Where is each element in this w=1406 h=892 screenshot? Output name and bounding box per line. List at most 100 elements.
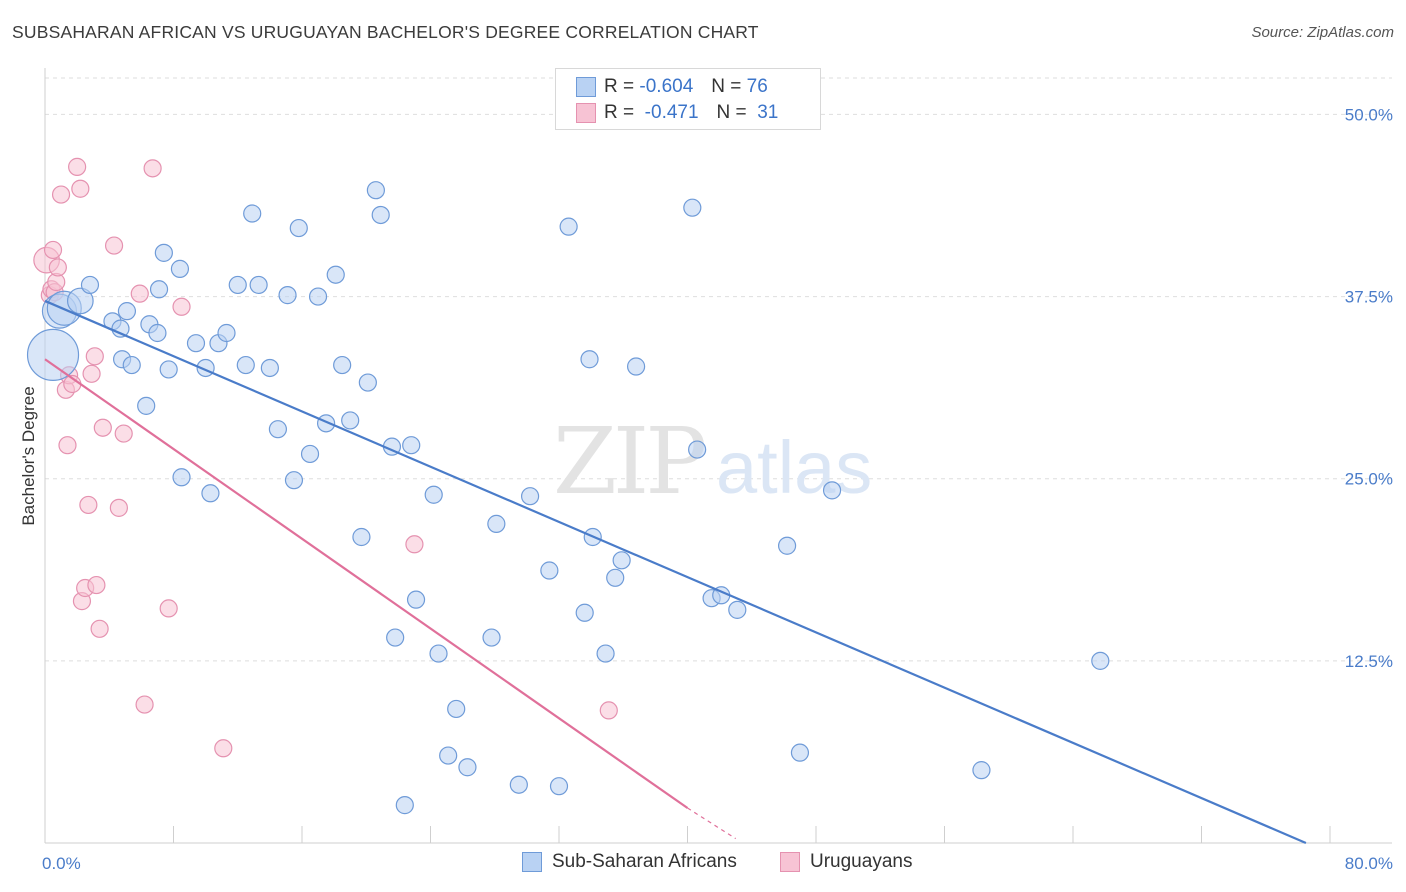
- subsaharan-point: [249, 275, 268, 295]
- subsaharan-point: [278, 286, 297, 305]
- uruguayan-point: [143, 159, 162, 178]
- subsaharan-point: [822, 481, 842, 500]
- y-tick-label: 37.5%: [1345, 288, 1393, 307]
- uruguayan-point: [159, 599, 178, 618]
- subsaharan-point: [439, 746, 458, 765]
- x-tick-label-max: 80.0%: [1345, 854, 1393, 873]
- uruguayan-point: [58, 436, 77, 455]
- subsaharan-point: [429, 644, 448, 663]
- subsaharan-point: [341, 411, 360, 430]
- uruguayan-point: [68, 157, 87, 176]
- uruguayan-point: [87, 575, 106, 595]
- trend-line-uruguayans: [44, 358, 689, 809]
- subsaharan-point: [790, 743, 810, 762]
- series-legend-uruguayans: Uruguayans: [780, 851, 912, 873]
- axes: [44, 68, 1392, 844]
- subsaharan-point: [122, 355, 141, 375]
- subsaharan-point: [289, 218, 308, 238]
- subsaharan-point: [549, 777, 569, 796]
- subsaharan-point: [228, 275, 247, 295]
- subsaharan-point: [358, 373, 377, 392]
- subsaharan-point: [333, 355, 352, 375]
- subsaharan-point: [520, 487, 540, 506]
- uruguayan-point: [114, 424, 133, 443]
- subsaharan-point: [458, 758, 477, 777]
- uruguayan-point: [214, 739, 233, 758]
- subsaharan-point: [447, 699, 466, 719]
- uruguayan-point: [109, 498, 128, 517]
- uruguayan-point: [599, 701, 618, 720]
- subsaharan-point: [683, 198, 702, 217]
- subsaharan-point: [540, 561, 559, 580]
- legend-r-value: -0.604: [639, 76, 694, 97]
- uruguayan-point: [405, 535, 424, 554]
- subsaharan-point: [148, 323, 167, 343]
- legend-r-value: -0.471: [644, 102, 699, 123]
- uruguayan-point: [130, 284, 149, 303]
- subsaharan-point: [201, 484, 220, 503]
- subsaharan-point: [482, 628, 501, 647]
- subsaharan-point: [487, 514, 506, 533]
- y-tick-label: 12.5%: [1345, 652, 1393, 671]
- uruguayan-point: [135, 695, 154, 714]
- trend-line-subsaharan: [44, 299, 1307, 845]
- y-tick-label: 25.0%: [1345, 470, 1393, 489]
- subsaharan-point: [217, 323, 236, 343]
- subsaharan-point: [284, 471, 304, 490]
- subsaharan-point: [186, 334, 206, 353]
- subsaharan-point: [170, 259, 190, 278]
- subsaharan-point: [606, 568, 625, 587]
- subsaharan-point: [80, 275, 100, 295]
- subsaharan-point: [117, 302, 137, 321]
- subsaharan-point: [137, 396, 156, 415]
- legend-swatch-pink: [576, 103, 596, 123]
- chart-title: SUBSAHARAN AFRICAN VS URUGUAYAN BACHELOR…: [12, 22, 759, 42]
- legend-row-uruguayans: R = -0.471 N = 31: [576, 102, 779, 124]
- y-axis-label: Bachelor's Degree: [19, 386, 38, 525]
- uruguayan-point: [90, 619, 109, 638]
- uruguayan-point: [85, 347, 104, 366]
- series-legend-subsaharan: Sub-Saharan Africans: [522, 851, 737, 873]
- subsaharan-point: [371, 205, 390, 225]
- trend-lines: [44, 299, 1307, 845]
- subsaharan-point: [243, 204, 262, 223]
- subsaharan-point: [1091, 651, 1110, 670]
- subsaharan-point: [728, 600, 747, 619]
- subsaharan-point: [154, 243, 173, 262]
- subsaharan-point: [386, 628, 405, 647]
- subsaharan-point: [972, 761, 991, 780]
- uruguayan-point: [93, 418, 112, 437]
- uruguayan-point: [79, 495, 98, 515]
- series-name: Sub-Saharan Africans: [552, 851, 737, 872]
- series-swatch-blue: [522, 852, 542, 872]
- series-subsaharan-points: [26, 181, 1110, 815]
- subsaharan-point: [406, 590, 426, 609]
- legend-swatch-blue: [576, 77, 596, 97]
- uruguayan-point: [48, 258, 67, 277]
- subsaharan-point: [366, 181, 385, 200]
- legend-n-value: 31: [757, 102, 779, 123]
- subsaharan-point: [66, 287, 94, 315]
- series-name: Uruguayans: [810, 851, 913, 872]
- subsaharan-point: [326, 265, 345, 284]
- x-tick-label-min: 0.0%: [42, 854, 81, 873]
- subsaharan-point: [395, 796, 414, 815]
- uruguayan-point: [51, 185, 71, 204]
- subsaharan-point: [575, 603, 594, 622]
- watermark-atlas: atlas: [716, 426, 872, 509]
- legend-r-label: R =: [604, 76, 635, 97]
- subsaharan-point: [300, 444, 320, 464]
- subsaharan-point: [559, 217, 578, 236]
- subsaharan-point: [626, 357, 646, 376]
- uruguayan-point: [43, 240, 63, 260]
- source-credit: Source: ZipAtlas.com: [1251, 24, 1394, 41]
- legend-n-label: N =: [711, 76, 742, 97]
- trend-line-uruguayans-extension: [687, 807, 737, 840]
- subsaharan-point: [580, 350, 599, 369]
- subsaharan-point: [236, 355, 255, 375]
- uruguayan-point: [104, 236, 124, 255]
- legend-n-value: 76: [746, 76, 768, 97]
- legend-r-label: R =: [604, 102, 635, 123]
- subsaharan-point: [402, 436, 421, 455]
